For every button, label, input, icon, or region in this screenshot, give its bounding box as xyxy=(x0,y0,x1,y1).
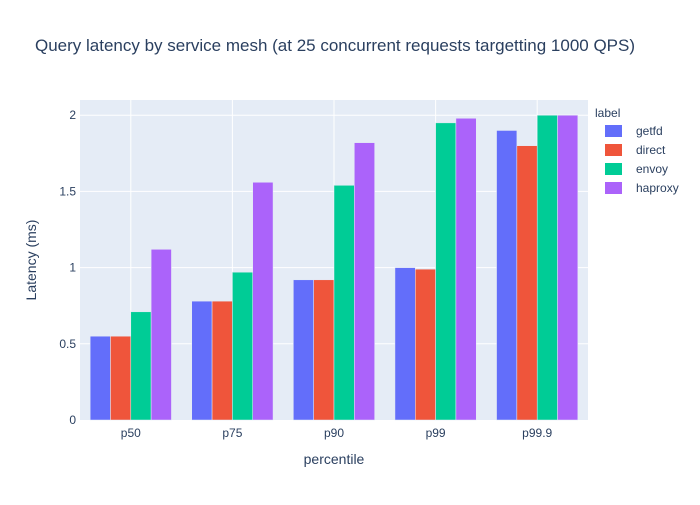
legend-swatch-haproxy xyxy=(605,182,622,194)
x-tick-label: p75 xyxy=(222,426,242,440)
bar-envoy-p50 xyxy=(130,311,152,421)
bar-haproxy-p99 xyxy=(455,118,477,421)
bar-direct-p50 xyxy=(110,335,132,421)
y-axis-title: Latency (ms) xyxy=(23,220,39,301)
bar-envoy-p99 xyxy=(435,122,457,421)
x-tick-label: p90 xyxy=(324,426,344,440)
bar-haproxy-p90 xyxy=(354,142,375,421)
bar-envoy-p99.9 xyxy=(536,114,558,421)
bar-direct-p99 xyxy=(415,268,436,421)
bar-haproxy-p75 xyxy=(252,182,274,421)
y-axis-ticks: 0 0.5 1 1.5 2 xyxy=(59,108,76,427)
x-axis-title: percentile xyxy=(304,451,365,467)
legend-swatch-direct xyxy=(605,144,622,156)
legend: label getfd direct envoy haproxy xyxy=(595,106,679,195)
y-tick-label: 2 xyxy=(69,108,76,122)
bar-haproxy-p99.9 xyxy=(557,114,579,421)
legend-item-direct: direct xyxy=(636,143,666,157)
bar-getfd-p50 xyxy=(89,335,111,421)
y-tick-label: 0.5 xyxy=(59,337,76,351)
bar-direct-p75 xyxy=(211,300,233,421)
bar-haproxy-p50 xyxy=(150,249,172,421)
legend-swatch-envoy xyxy=(605,163,622,175)
legend-item-envoy: envoy xyxy=(636,162,668,176)
bar-getfd-p75 xyxy=(191,300,213,421)
legend-title: label xyxy=(595,106,620,120)
legend-item-haproxy: haproxy xyxy=(636,181,679,195)
bar-envoy-p90 xyxy=(333,185,355,421)
x-axis-ticks: p50 p75 p90 p99 p99.9 xyxy=(121,426,553,440)
x-tick-label: p50 xyxy=(121,426,141,440)
y-tick-label: 1 xyxy=(69,261,76,275)
bar-envoy-p75 xyxy=(232,271,253,421)
x-tick-label: p99.9 xyxy=(522,426,552,440)
bar-direct-p99.9 xyxy=(516,145,538,421)
y-tick-label: 0 xyxy=(69,413,76,427)
bar-getfd-p90 xyxy=(293,279,314,421)
bar-getfd-p99.9 xyxy=(496,130,518,421)
bars xyxy=(89,114,579,421)
chart-title: Query latency by service mesh (at 25 con… xyxy=(35,36,635,55)
bar-getfd-p99 xyxy=(394,267,416,421)
legend-swatch-getfd xyxy=(605,125,622,137)
bar-direct-p90 xyxy=(313,279,335,421)
legend-item-getfd: getfd xyxy=(636,124,663,138)
y-tick-label: 1.5 xyxy=(59,184,76,198)
x-tick-label: p99 xyxy=(426,426,446,440)
